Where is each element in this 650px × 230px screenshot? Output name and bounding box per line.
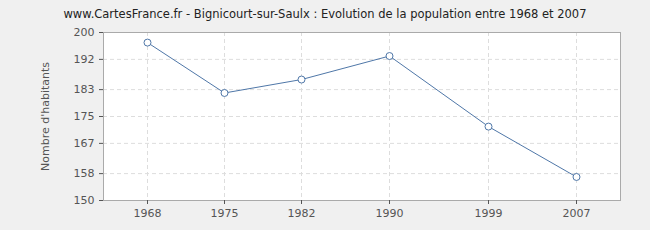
svg-text:2007: 2007 <box>563 207 591 220</box>
svg-text:158: 158 <box>74 167 95 180</box>
svg-text:200: 200 <box>74 26 95 39</box>
svg-text:1968: 1968 <box>134 207 162 220</box>
svg-text:167: 167 <box>74 137 95 150</box>
svg-text:183: 183 <box>74 83 95 96</box>
svg-text:1982: 1982 <box>288 207 316 220</box>
svg-text:192: 192 <box>74 53 95 66</box>
svg-text:Nombre d'habitants: Nombre d'habitants <box>39 62 52 171</box>
svg-text:1999: 1999 <box>475 207 503 220</box>
svg-text:150: 150 <box>74 194 95 207</box>
html-text:www.CartesFrance.fr - Bignicou: www.CartesFrance.fr - Bignicourt-sur-Sau… <box>63 7 587 21</box>
svg-text:1990: 1990 <box>376 207 404 220</box>
svg-text:1975: 1975 <box>211 207 239 220</box>
svg-text:175: 175 <box>74 110 95 123</box>
